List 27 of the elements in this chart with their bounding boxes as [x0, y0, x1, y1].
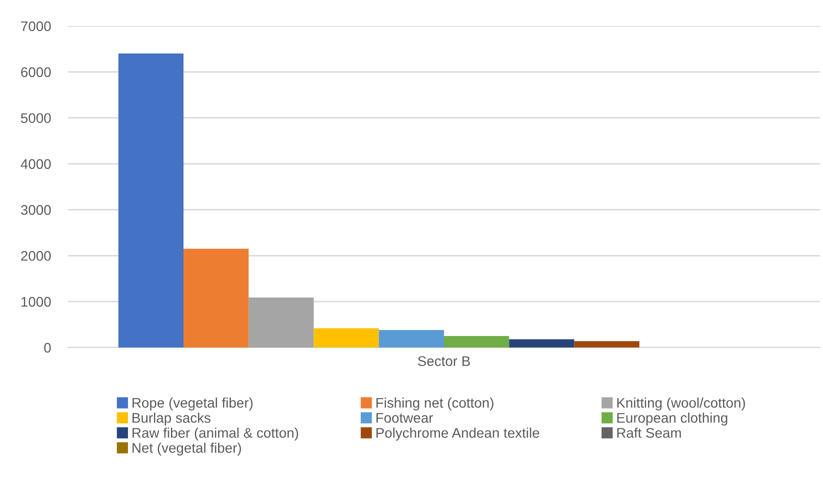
- bar: [378, 330, 444, 348]
- legend-label: Fishing net (cotton): [376, 398, 494, 411]
- bar: [509, 339, 574, 348]
- y-tick-label: 7000: [21, 21, 51, 32]
- y-tick-label: 2000: [21, 250, 51, 261]
- y-tick-label: 6000: [21, 67, 51, 78]
- x-tick-label: Sector B: [418, 356, 470, 366]
- bar: [314, 328, 379, 348]
- y-tick-label: 3000: [20, 205, 51, 215]
- legend-label: Footwear: [376, 413, 433, 423]
- legend-label: Knitting (wool/cotton): [617, 398, 745, 411]
- bar: [118, 54, 184, 348]
- legend-label: Burlap sacks: [132, 412, 210, 426]
- y-tick-label: 5000: [20, 113, 51, 124]
- bar: [574, 341, 640, 348]
- bar: [444, 336, 510, 348]
- legend-label: Net (vegetal fiber): [132, 442, 241, 456]
- legend-label: Polychrome Andean textile: [376, 428, 540, 441]
- legend-label: European clothing: [617, 412, 728, 426]
- y-tick-label: 4000: [20, 159, 51, 169]
- y-tick-label: 0: [44, 342, 51, 353]
- legend-label: Rope (vegetal fiber): [132, 398, 253, 411]
- bar: [184, 248, 249, 348]
- legend-label: Raft Seam: [617, 428, 681, 438]
- legend-label: Raw fiber (animal & cotton): [132, 428, 298, 441]
- bar: [248, 297, 314, 348]
- y-tick-label: 1000: [22, 296, 51, 307]
